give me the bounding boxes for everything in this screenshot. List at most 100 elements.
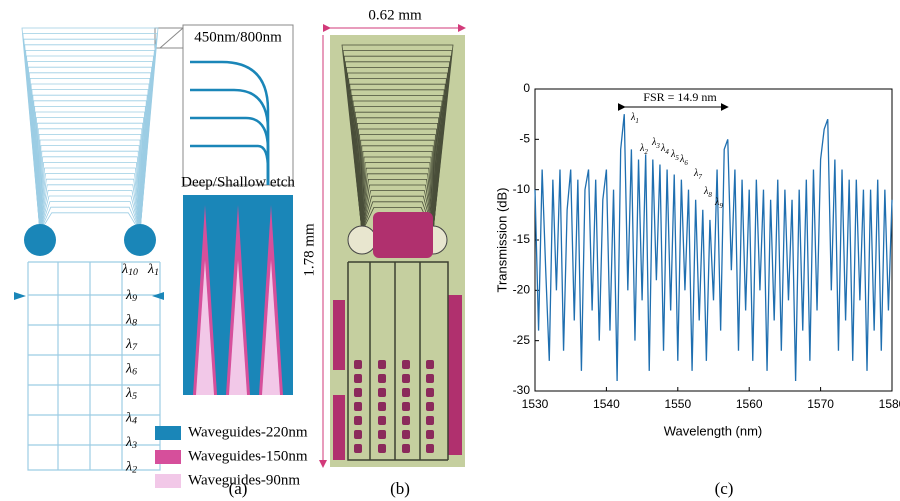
spectrum-line — [534, 114, 893, 381]
cell — [426, 444, 434, 453]
channel-symbol: λ — [639, 143, 645, 154]
fan-waveguide — [39, 139, 141, 232]
bend-waveguide — [190, 60, 270, 185]
channel-index: 2 — [132, 465, 137, 476]
fan-waveguide — [29, 78, 151, 233]
cell — [426, 402, 434, 411]
fan-waveguide — [39, 162, 141, 233]
fan-waveguide — [355, 117, 440, 233]
channel-index: 9 — [132, 293, 137, 304]
fan-waveguide — [39, 145, 141, 233]
channel-label: λ6 — [125, 362, 137, 378]
fan-waveguide — [356, 123, 439, 233]
y-tick-label: -10 — [513, 182, 531, 196]
fan-waveguide — [39, 156, 141, 233]
channel-symbol: λ — [125, 411, 132, 426]
legend-label: Waveguides-90nm — [188, 472, 300, 488]
panel-b: 0.62 mm 1.78 mm (b) — [301, 7, 466, 498]
cell — [402, 360, 410, 369]
fan-waveguide — [361, 151, 434, 233]
fan-waveguide — [38, 134, 142, 233]
cell — [378, 444, 386, 453]
y-tick-label: -30 — [513, 383, 531, 397]
fan-waveguide — [36, 122, 144, 233]
cell — [378, 402, 386, 411]
channel-index: 8 — [708, 191, 712, 199]
channel-index: 1 — [635, 117, 639, 125]
channel-symbol: λ — [125, 313, 132, 328]
fan-waveguide — [361, 156, 434, 233]
cell — [402, 388, 410, 397]
cell — [354, 388, 362, 397]
cell — [402, 402, 410, 411]
channel-symbol: λ — [125, 386, 132, 401]
y-tick-label: -20 — [513, 283, 531, 297]
inset-label: 450nm/800nm — [194, 29, 282, 45]
channel-label: λ3 — [651, 137, 660, 149]
cell — [426, 416, 434, 425]
channel-symbol: λ — [651, 137, 657, 148]
channel-label: λ6 — [679, 154, 688, 166]
pad — [333, 300, 345, 370]
fan-waveguide — [39, 212, 141, 233]
fan-waveguide — [358, 128, 437, 233]
fan-waveguide — [39, 190, 141, 233]
pad — [373, 212, 433, 258]
cell — [354, 402, 362, 411]
y-axis-label: Transmission (dB) — [494, 188, 509, 293]
fan-waveguide — [39, 184, 141, 233]
channel-symbol: λ — [125, 435, 132, 450]
channel-index: 7 — [132, 342, 138, 353]
x-tick-label: 1580 — [879, 397, 900, 411]
channel-label: λ10 — [121, 262, 138, 278]
fan-waveguide — [361, 179, 434, 233]
channel-symbol: λ — [703, 186, 709, 197]
y-tick-label: -25 — [513, 333, 531, 347]
legend-swatch — [155, 450, 181, 464]
x-tick-label: 1560 — [736, 397, 763, 411]
fan-waveguide — [39, 178, 141, 233]
fan-waveguide — [26, 55, 154, 233]
y-tick-label: -5 — [519, 132, 530, 146]
channel-symbol: λ — [660, 143, 666, 154]
legend-label: Waveguides-220nm — [188, 424, 308, 440]
star-coupler — [347, 225, 377, 255]
channel-label: λ1 — [630, 112, 639, 124]
star-coupler — [24, 224, 56, 256]
fan-waveguide — [359, 134, 436, 233]
y-tick-label: -15 — [513, 232, 531, 246]
panel-a: 450nm/800nm Deep/Shallow etch (a) λ10 λ1λ… — [14, 24, 308, 498]
channel-symbol: λ — [125, 362, 132, 377]
etch-deep — [262, 260, 280, 395]
channel-symbol: λ — [679, 154, 685, 165]
legend-swatch — [155, 474, 181, 488]
fan-waveguide — [39, 173, 141, 233]
fan-waveguide — [39, 206, 141, 233]
channel-label: λ7 — [125, 337, 138, 353]
etch-deep — [229, 260, 247, 395]
fan-waveguide — [39, 201, 141, 233]
cell — [354, 374, 362, 383]
channel-label: λ4 — [125, 411, 137, 427]
bend-waveguide — [190, 116, 270, 185]
y-tick-label: 0 — [523, 81, 530, 95]
coupler-left — [14, 292, 26, 300]
channel-symbol: λ — [693, 168, 699, 179]
cell — [402, 444, 410, 453]
channel-label: λ9 — [714, 197, 723, 209]
channel-label: λ2 — [125, 460, 137, 476]
channel-symbol: λ — [125, 337, 132, 352]
cell — [378, 430, 386, 439]
channel-label: λ5 — [125, 386, 137, 402]
channel-index: 9 — [719, 202, 723, 210]
channel-label: λ1 — [147, 262, 159, 278]
legend-label: Waveguides-150nm — [188, 448, 308, 464]
channel-symbol: λ — [125, 460, 132, 475]
fan-waveguide — [354, 111, 441, 233]
channel-index: 5 — [675, 154, 679, 162]
x-tick-label: 1570 — [807, 397, 834, 411]
fan-waveguide — [361, 190, 434, 233]
caption-b: (b) — [390, 479, 410, 498]
pad — [448, 295, 462, 455]
